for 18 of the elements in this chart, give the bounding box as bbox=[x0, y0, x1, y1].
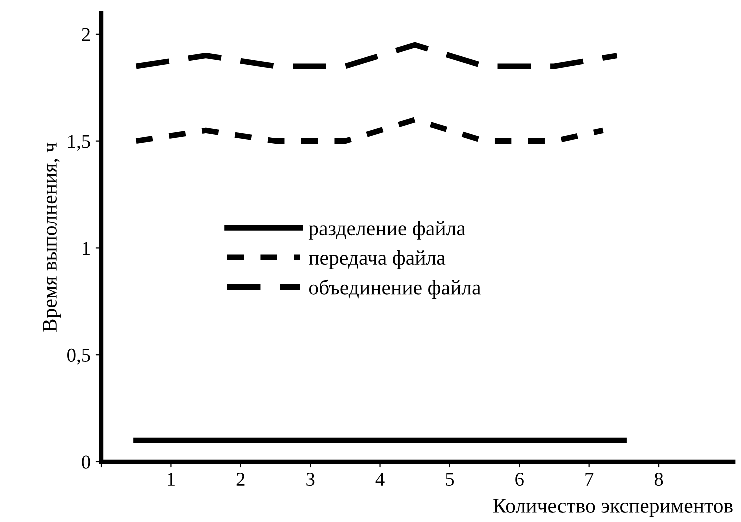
legend-label: разделение файла bbox=[308, 220, 466, 240]
y-tick-label: 1 bbox=[83, 242, 90, 255]
x-tick-label: 7 bbox=[586, 473, 594, 486]
legend-label: передача файла bbox=[309, 250, 446, 270]
x-axis-title: Количество экспериментов bbox=[493, 499, 733, 518]
x-tick-label: 8 bbox=[654, 472, 664, 486]
y-tick-label: 0,5 bbox=[68, 348, 90, 365]
x-tick-label: 3 bbox=[306, 473, 315, 486]
y-axis-title: Время выполнения, ч bbox=[43, 142, 62, 332]
y-tick-label: 2 bbox=[82, 28, 90, 42]
x-tick-label: 5 bbox=[446, 473, 454, 486]
x-tick-label: 2 bbox=[236, 473, 245, 486]
y-tick-label: 1,5 bbox=[68, 135, 90, 152]
x-tick-label: 1 bbox=[168, 473, 175, 486]
x-tick-label: 4 bbox=[376, 473, 385, 486]
y-tick-label: 0 bbox=[82, 456, 90, 469]
legend-label: объединение файла bbox=[309, 280, 482, 300]
x-tick-label: 6 bbox=[516, 473, 524, 486]
